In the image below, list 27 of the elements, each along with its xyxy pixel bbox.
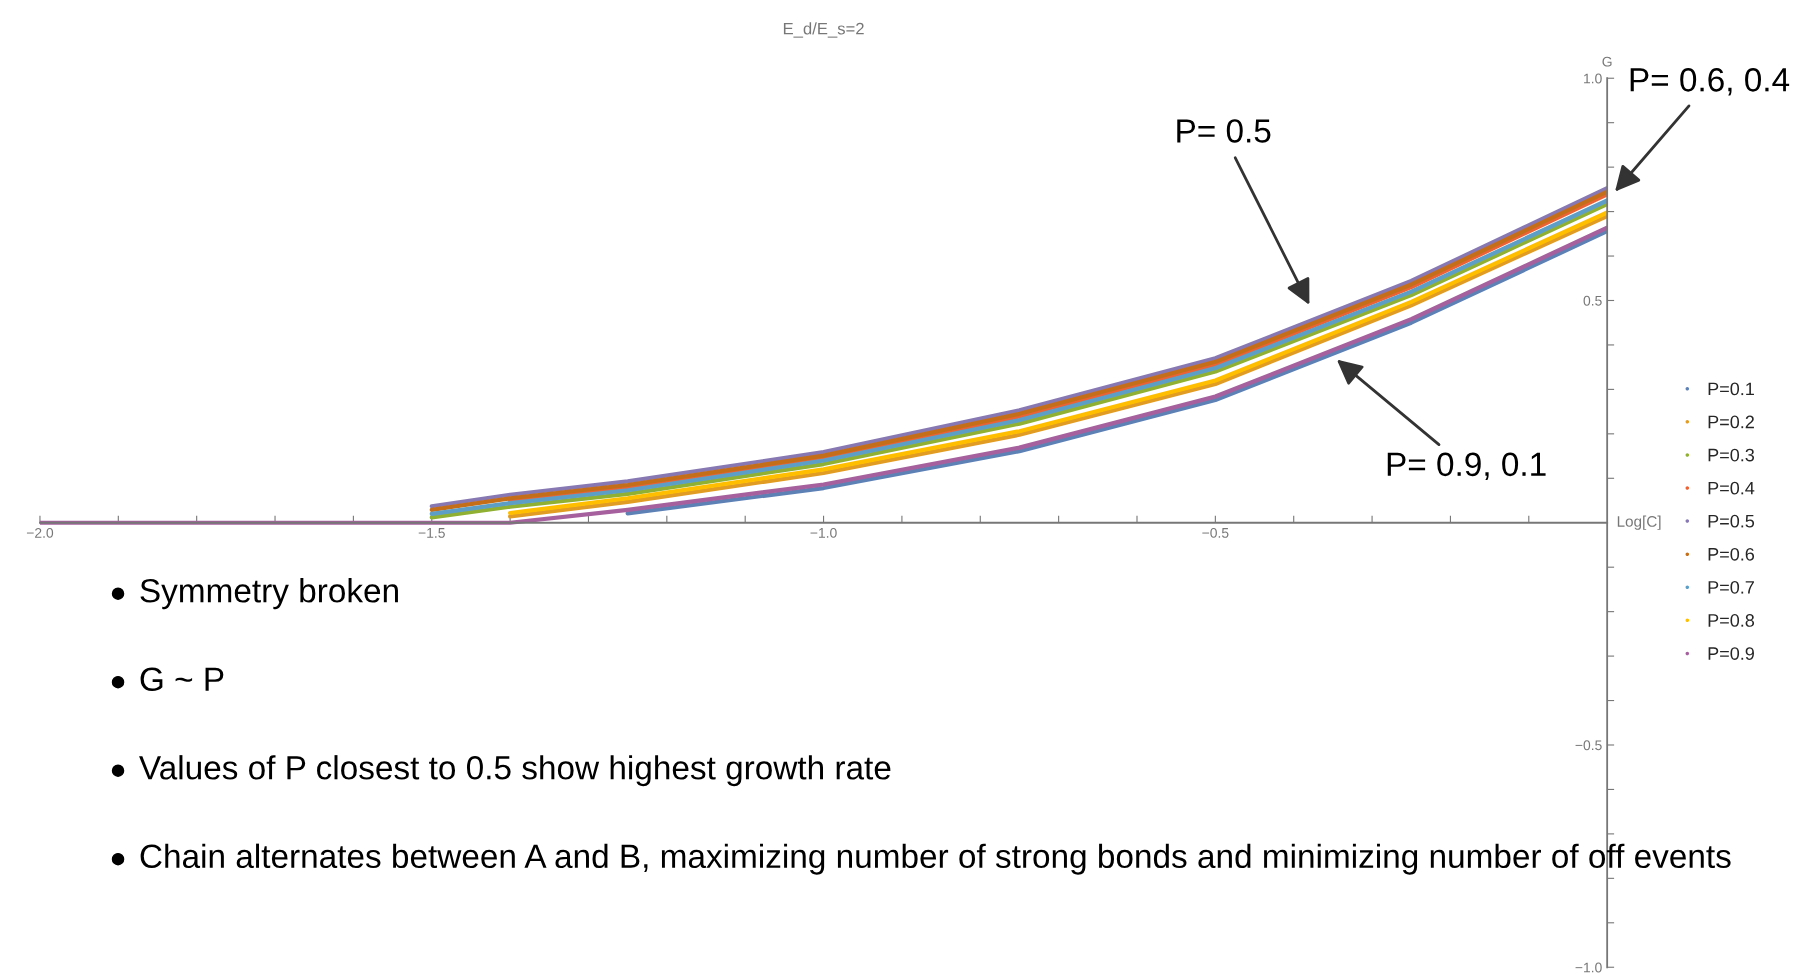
legend-label: P=0.8 xyxy=(1708,614,1755,627)
annotation: Symmetry broken xyxy=(140,578,398,610)
annotation: P= 0.9, 0.1 xyxy=(1387,452,1546,481)
y-axis-title: G xyxy=(1602,56,1612,67)
y-tick-label: −0.5 xyxy=(1575,740,1602,751)
annotation: G ~ P xyxy=(140,667,224,692)
chart-title: E_d/E_s=2 xyxy=(783,22,864,38)
y-tick-label: 0.5 xyxy=(1583,295,1602,306)
y-tick-label: 1.0 xyxy=(1584,73,1602,84)
legend-label: P=0.3 xyxy=(1708,448,1755,462)
annotation: P= 0.5 xyxy=(1177,119,1271,143)
x-axis-title: Log[C] xyxy=(1617,515,1661,530)
legend-label: P=0.6 xyxy=(1708,547,1755,561)
annotation: Chain alternates between A and B, maximizing number of strong bonds and minimizing number of off events xyxy=(140,843,1731,875)
x-tick-label: −1.0 xyxy=(810,527,837,538)
legend-label: P=0.5 xyxy=(1708,514,1755,528)
legend-label: P=0.9 xyxy=(1708,647,1754,660)
x-tick-label: −0.5 xyxy=(1202,527,1229,538)
x-tick-label: −2.0 xyxy=(26,527,54,538)
legend-label: P=0.2 xyxy=(1708,415,1754,429)
annotation: Values of P closest to 0.5 show highest growth rate xyxy=(139,755,891,787)
y-tick-label: −1.0 xyxy=(1575,962,1602,973)
legend-label: P=0.4 xyxy=(1708,481,1755,495)
legend-label: P=0.7 xyxy=(1708,580,1754,594)
legend-label: P=0.1 xyxy=(1708,382,1754,396)
x-tick-label: −1.5 xyxy=(418,528,445,538)
text: P= 0.6, 0.4 xyxy=(1630,68,1790,96)
